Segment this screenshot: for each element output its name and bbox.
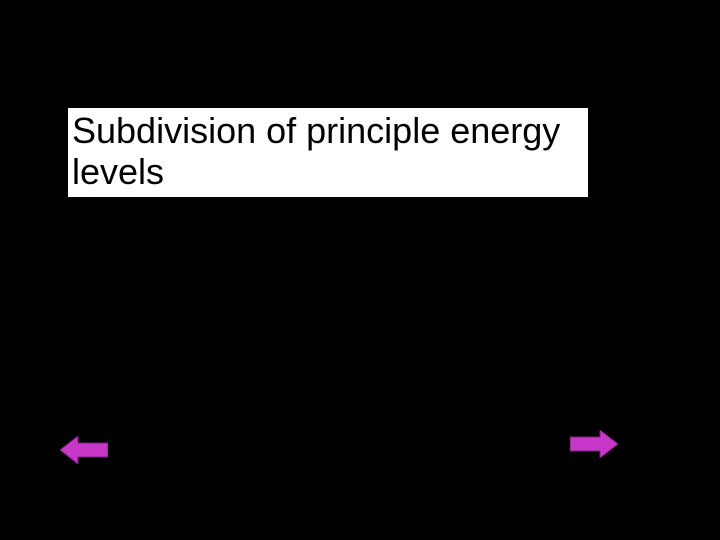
arrow-left-icon [60,436,108,464]
arrow-left-shape [60,436,108,464]
arrow-right-shape [570,430,618,458]
slide-title: Subdivision of principle energy levels [68,108,588,197]
previous-arrow-button[interactable] [60,436,108,464]
arrow-right-icon [570,430,618,458]
next-arrow-button[interactable] [570,430,618,458]
